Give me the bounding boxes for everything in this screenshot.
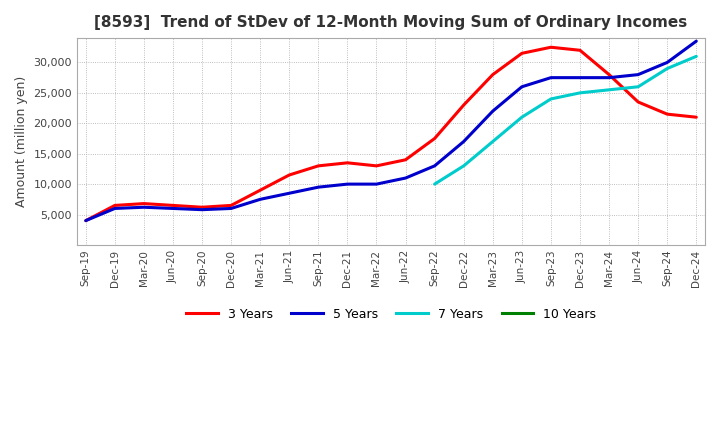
5 Years (81, 218, 90, 223)
Line: 3 Years: 3 Years (86, 47, 696, 220)
5 Years (285, 191, 294, 196)
3 Years (140, 201, 148, 206)
Legend: 3 Years, 5 Years, 7 Years, 10 Years: 3 Years, 5 Years, 7 Years, 10 Years (181, 303, 600, 326)
7 Years (576, 90, 585, 95)
5 Years (343, 181, 352, 187)
5 Years (692, 39, 701, 44)
3 Years (314, 163, 323, 169)
5 Years (459, 139, 468, 144)
5 Years (518, 84, 526, 89)
5 Years (140, 205, 148, 210)
5 Years (198, 207, 207, 213)
Y-axis label: Amount (million yen): Amount (million yen) (15, 76, 28, 207)
3 Years (605, 72, 613, 77)
3 Years (227, 203, 235, 208)
3 Years (401, 157, 410, 162)
5 Years (401, 176, 410, 181)
5 Years (168, 206, 177, 211)
3 Years (285, 172, 294, 178)
3 Years (518, 51, 526, 56)
7 Years (459, 163, 468, 169)
5 Years (431, 163, 439, 169)
5 Years (256, 197, 264, 202)
3 Years (459, 103, 468, 108)
3 Years (343, 160, 352, 165)
3 Years (168, 203, 177, 208)
5 Years (227, 206, 235, 211)
5 Years (634, 72, 642, 77)
5 Years (314, 184, 323, 190)
7 Years (518, 114, 526, 120)
5 Years (110, 206, 119, 211)
Title: [8593]  Trend of StDev of 12-Month Moving Sum of Ordinary Incomes: [8593] Trend of StDev of 12-Month Moving… (94, 15, 688, 30)
3 Years (692, 114, 701, 120)
3 Years (546, 44, 555, 50)
3 Years (81, 218, 90, 223)
5 Years (576, 75, 585, 80)
3 Years (198, 205, 207, 210)
3 Years (431, 136, 439, 141)
7 Years (488, 139, 497, 144)
5 Years (488, 109, 497, 114)
Line: 5 Years: 5 Years (86, 41, 696, 220)
3 Years (110, 203, 119, 208)
3 Years (372, 163, 381, 169)
7 Years (663, 66, 672, 71)
7 Years (634, 84, 642, 89)
5 Years (372, 181, 381, 187)
7 Years (431, 181, 439, 187)
3 Years (488, 72, 497, 77)
7 Years (692, 54, 701, 59)
5 Years (605, 75, 613, 80)
3 Years (634, 99, 642, 105)
3 Years (256, 187, 264, 193)
5 Years (546, 75, 555, 80)
5 Years (663, 60, 672, 65)
Line: 7 Years: 7 Years (435, 56, 696, 184)
3 Years (576, 48, 585, 53)
7 Years (546, 96, 555, 102)
3 Years (663, 111, 672, 117)
7 Years (605, 87, 613, 92)
